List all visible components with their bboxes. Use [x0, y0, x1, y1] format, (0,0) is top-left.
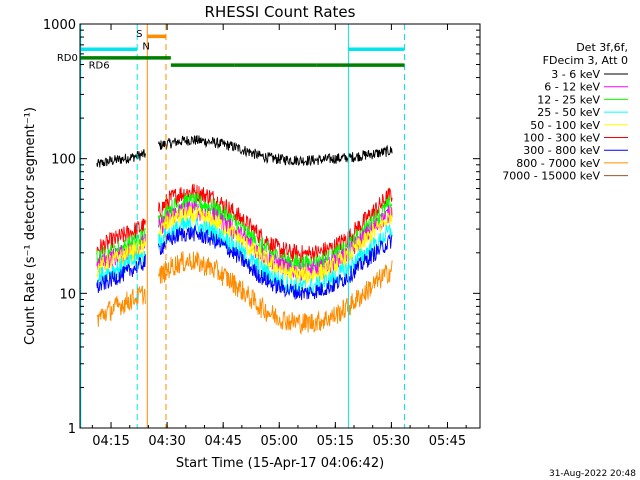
legend-header-decimation: FDecim 3, Att 0 [543, 54, 628, 67]
legend-label-50-100-kev: 50 - 100 keV [530, 119, 600, 132]
legend-header-detectors: Det 3f,6f, [576, 41, 628, 54]
y-tick-label-10: 10 [59, 287, 76, 302]
series-line-50-100-kev-segment-2 [158, 205, 393, 285]
x-tick-label-05-15: 05:15 [317, 434, 354, 449]
legend-label-6-12-kev: 6 - 12 keV [544, 81, 600, 94]
x-tick-label-04-45: 04:45 [204, 434, 241, 449]
annotation-s: S [136, 29, 142, 40]
annotation-rd0: RD0 [57, 53, 78, 64]
series-3-6-kev [96, 135, 393, 168]
x-tick-label-05-30: 05:30 [373, 434, 410, 449]
series-line-800-7000-kev-segment-2 [158, 251, 393, 335]
legend-label-12-25-kev: 12 - 25 keV [537, 93, 600, 106]
y-tick-label-1000: 1000 [43, 18, 76, 33]
legend-label-3-6-kev: 3 - 6 keV [551, 68, 600, 81]
y-axis-label: Count Rate (s⁻¹ detector segment⁻¹) [23, 107, 38, 345]
y-tick-label-100: 100 [51, 153, 76, 168]
plot-flags: RD0 RD6 SN [57, 29, 405, 72]
legend-label-800-7000-kev: 800 - 7000 keV [516, 157, 600, 170]
annotation-rd6: RD6 [89, 61, 110, 72]
x-tick-label-04-30: 04:30 [148, 434, 185, 449]
legend-label-100-300-kev: 100 - 300 keV [523, 132, 600, 145]
legend-label-25-50-kev: 25 - 50 keV [537, 106, 600, 119]
legend-label-300-800-kev: 300 - 800 keV [523, 144, 600, 157]
axis-ticks: 04:15 04:30 04:45 05:00 05:15 05:30 05:45 1 10 10… [43, 18, 480, 449]
x-tick-label-05-45: 05:45 [429, 434, 466, 449]
y-tick-label-1: 1 [68, 422, 76, 437]
legend-label-7000-15000-kev: 7000 - 15000 keV [502, 170, 600, 183]
annotation-n: N [142, 42, 149, 53]
series-line-300-800-kev-segment-2 [158, 224, 393, 301]
x-axis-label: Start Time (15-Apr-17 04:06:42) [176, 456, 384, 471]
generation-timestamp: 31-Aug-2022 20:48 [549, 469, 636, 479]
plot-frame [79, 23, 481, 429]
plot-series [96, 135, 393, 335]
x-tick-label-05-00: 05:00 [261, 434, 298, 449]
x-tick-label-04-15: 04:15 [92, 434, 129, 449]
series-line-3-6-kev-segment-1 [96, 149, 146, 168]
plot-markers [80, 24, 405, 428]
chart-title: RHESSI Count Rates [205, 3, 356, 21]
series-line-3-6-kev-segment-2 [158, 135, 393, 167]
